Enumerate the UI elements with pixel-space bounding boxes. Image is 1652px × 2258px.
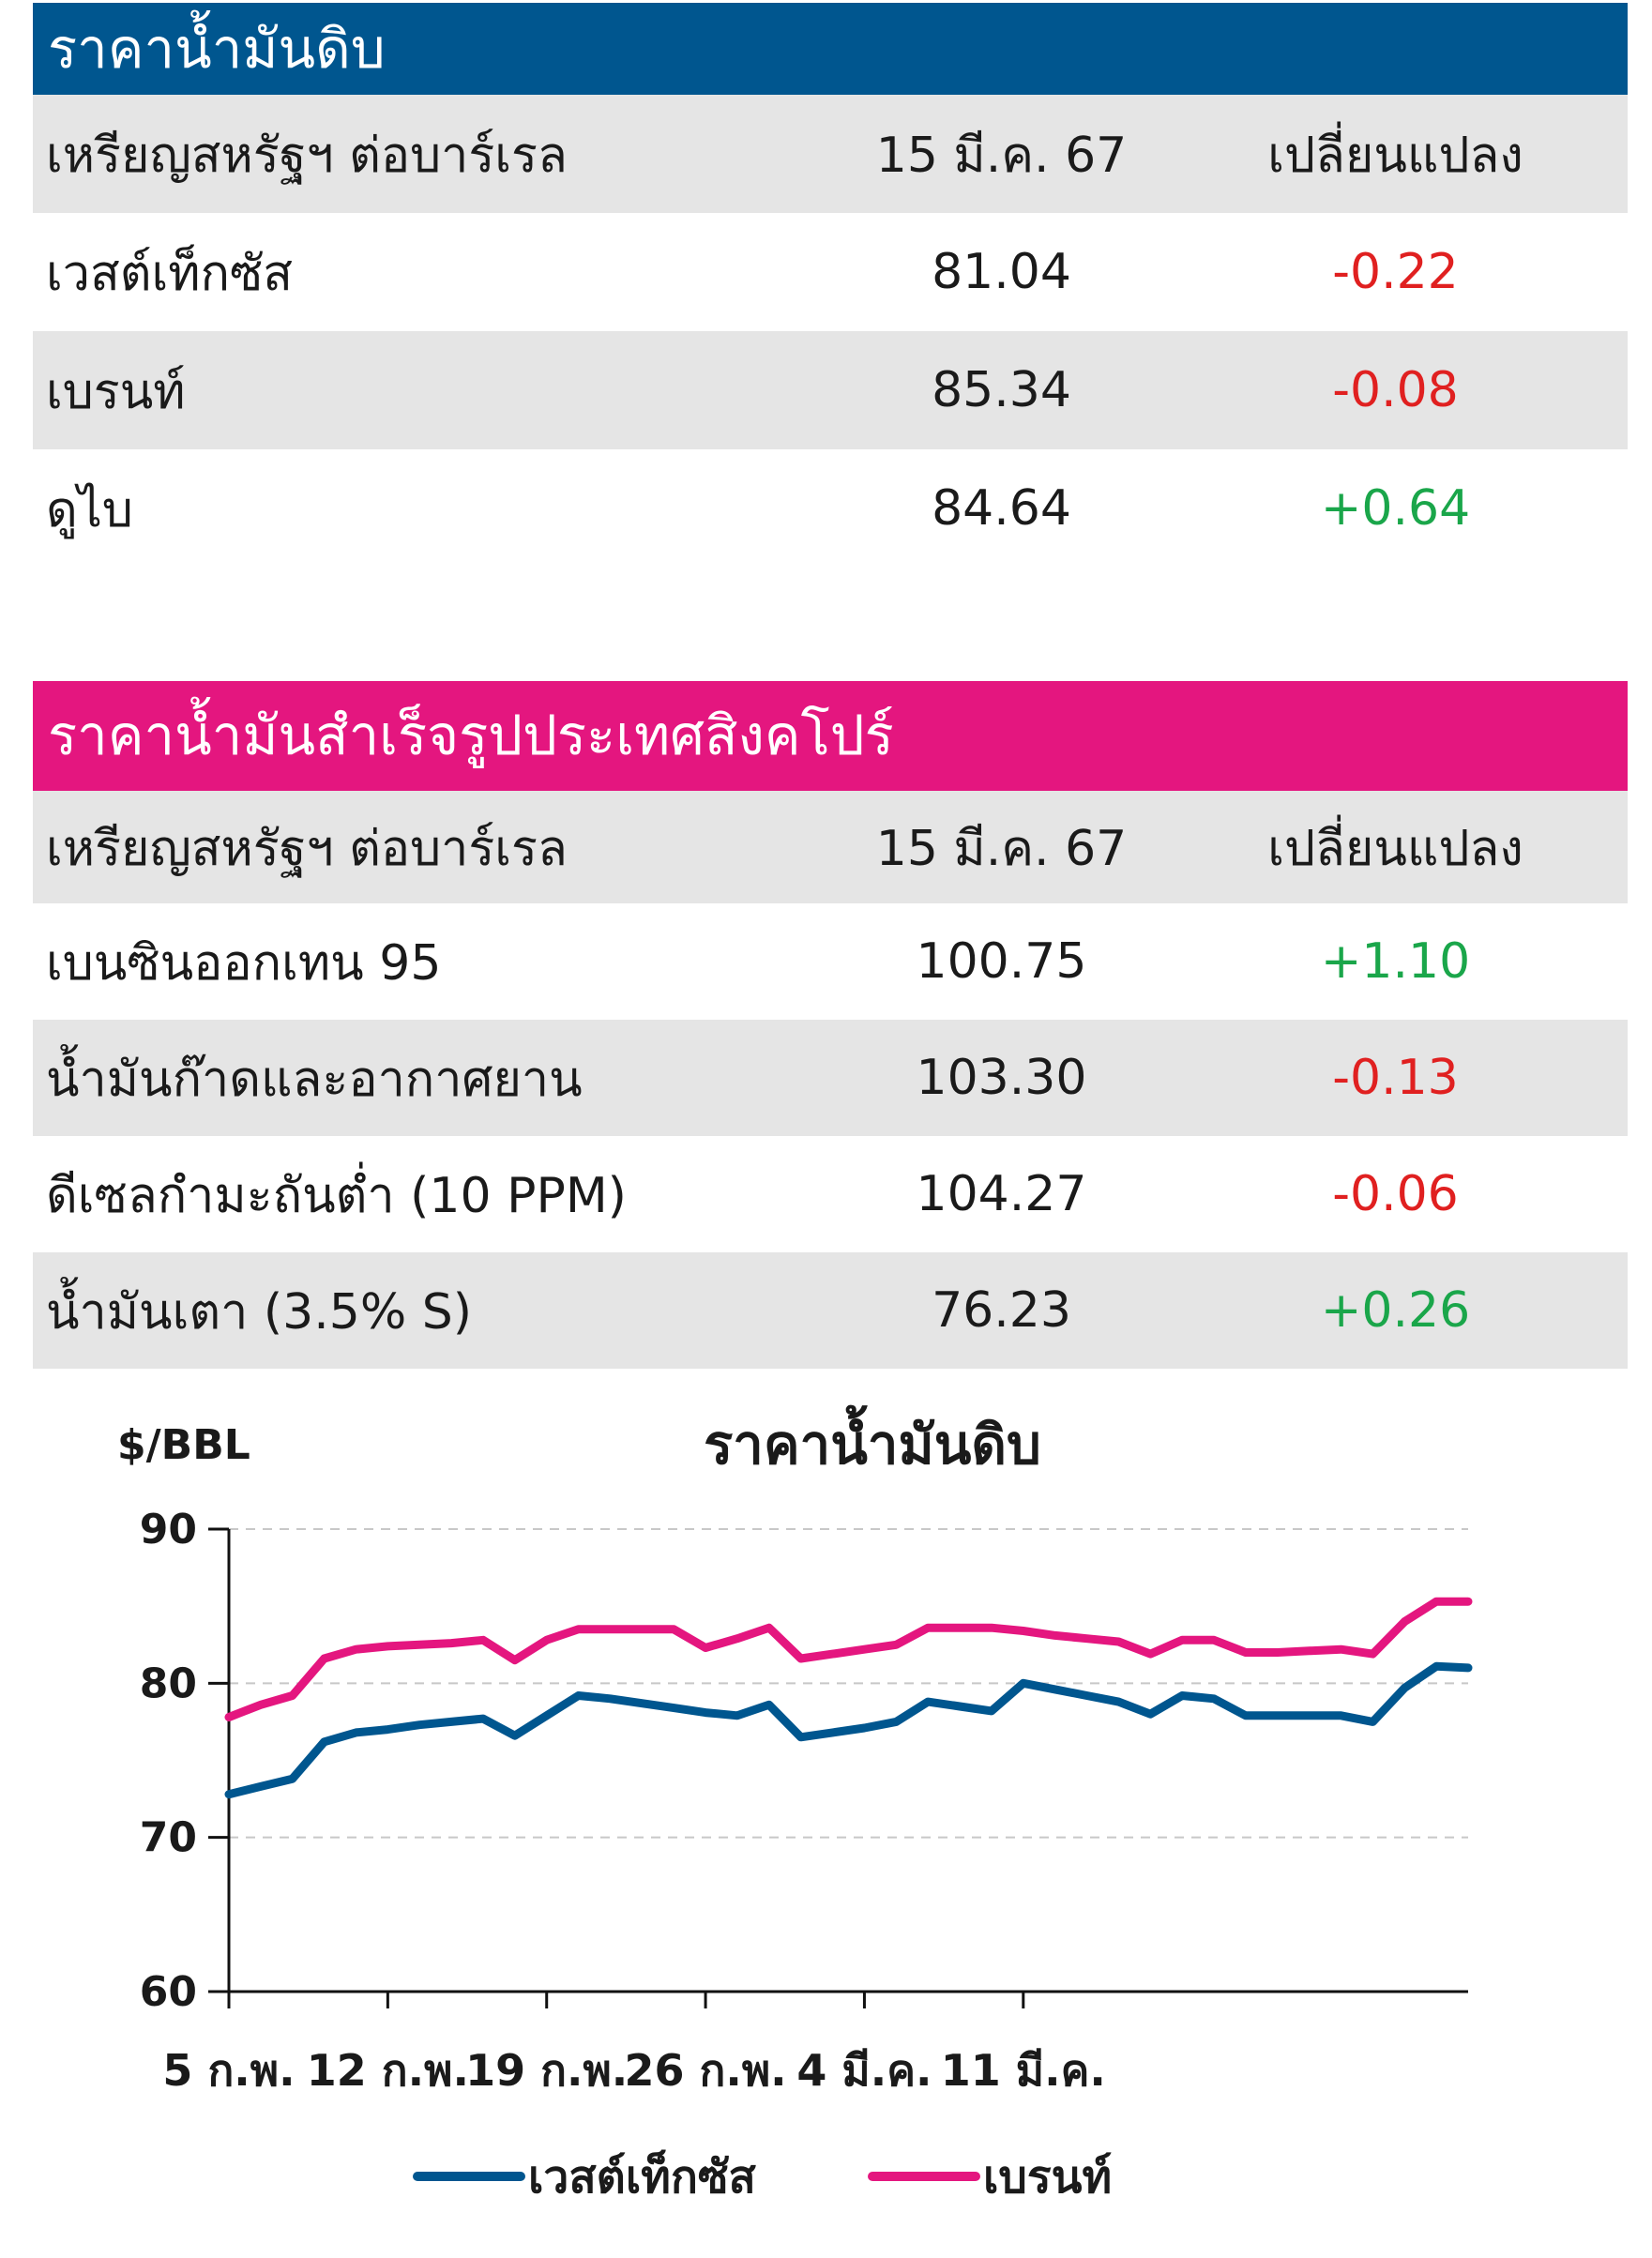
table-header-row: เหรียญสหรัฐฯ ต่อบาร์เรล 15 มี.ค. 67 เปลี… [33, 95, 1628, 213]
price-value: 81.04 [932, 244, 1071, 300]
x-tick-label: 26 ก.พ. [624, 2045, 786, 2096]
table-row: ดีเซลกำมะถันต่ำ (10 PPM) 104.27 -0.06 [33, 1136, 1628, 1252]
change-header: เปลี่ยนแปลง [1267, 820, 1523, 877]
product-name: ดูไบ [46, 481, 133, 538]
product-name: เบรนท์ [46, 363, 186, 420]
x-tick-label: 19 ก.พ. [465, 2045, 628, 2096]
y-tick-label: 90 [140, 1506, 197, 1553]
change-value: +0.64 [1320, 480, 1471, 537]
crude-oil-table-title: ราคาน้ำมันดิบ [33, 3, 1628, 95]
product-name: เบนซินออกเทน 95 [46, 934, 442, 992]
singapore-table-title: ราคาน้ำมันสำเร็จรูปประเทศสิงคโปร์ [33, 681, 1628, 791]
change-value: -0.06 [1332, 1166, 1459, 1222]
legend-label: เบรนท์ [983, 2151, 1112, 2204]
product-name: น้ำมันก๊าดและอากาศยาน [46, 1051, 583, 1108]
table-row: น้ำมันก๊าดและอากาศยาน 103.30 -0.13 [33, 1020, 1628, 1136]
product-name: เวสต์เท็กซัส [46, 245, 294, 302]
change-value: +0.26 [1320, 1282, 1471, 1339]
unit-header: เหรียญสหรัฐฯ ต่อบาร์เรล [46, 820, 568, 877]
table-row: เวสต์เท็กซัส 81.04 -0.22 [33, 213, 1628, 331]
y-axis-unit-label: $/BBL [117, 1421, 250, 1469]
y-tick-label: 80 [140, 1659, 197, 1707]
change-value: +1.10 [1320, 933, 1471, 990]
price-value: 85.34 [932, 362, 1071, 418]
crude-oil-line-chart: $/BBL ราคาน้ำมันดิบ 60 70 80 90 5 ก.พ. 12 ก.พ… [117, 1405, 1473, 2204]
change-header: เปลี่ยนแปลง [1267, 127, 1523, 184]
date-header: 15 มี.ค. 67 [875, 820, 1128, 877]
price-value: 103.30 [916, 1050, 1087, 1106]
crude-oil-table: ราคาน้ำมันดิบ เหรียญสหรัฐฯ ต่อบาร์เรล 15… [33, 3, 1628, 568]
table-row: เบนซินออกเทน 95 100.75 +1.10 [33, 903, 1628, 1020]
product-name: น้ำมันเตา (3.5% S) [46, 1283, 473, 1341]
singapore-refined-oil-table: ราคาน้ำมันสำเร็จรูปประเทศสิงคโปร์ เหรียญ… [33, 681, 1628, 1369]
price-value: 76.23 [932, 1282, 1071, 1339]
x-tick-label: 12 ก.พ. [307, 2045, 469, 2096]
unit-header: เหรียญสหรัฐฯ ต่อบาร์เรล [46, 127, 568, 184]
y-tick-label: 60 [140, 1968, 197, 2016]
table-row: น้ำมันเตา (3.5% S) 76.23 +0.26 [33, 1252, 1628, 1369]
x-tick-label: 4 มี.ค. [796, 2045, 932, 2096]
change-value: -0.13 [1332, 1050, 1459, 1106]
change-value: -0.08 [1332, 362, 1459, 418]
table-row: เบรนท์ 85.34 -0.08 [33, 331, 1628, 449]
series-line [224, 1597, 1473, 1721]
y-tick-label: 70 [140, 1814, 197, 1862]
chart-title: ราคาน้ำมันดิบ [704, 1405, 1041, 1477]
legend-label: เวสต์เท็กซัส [528, 2149, 757, 2204]
date-header: 15 มี.ค. 67 [875, 127, 1128, 184]
table-row: ดูไบ 84.64 +0.64 [33, 449, 1628, 568]
x-tick-label: 5 ก.พ. [162, 2045, 295, 2096]
price-value: 100.75 [916, 933, 1087, 990]
series-line [224, 1661, 1473, 1799]
change-value: -0.22 [1332, 244, 1459, 300]
table-header-row: เหรียญสหรัฐฯ ต่อบาร์เรล 15 มี.ค. 67 เปลี… [33, 791, 1628, 903]
price-value: 104.27 [916, 1166, 1087, 1222]
product-name: ดีเซลกำมะถันต่ำ (10 PPM) [46, 1167, 627, 1224]
x-tick-label: 11 มี.ค. [941, 2045, 1106, 2096]
price-value: 84.64 [932, 480, 1071, 537]
